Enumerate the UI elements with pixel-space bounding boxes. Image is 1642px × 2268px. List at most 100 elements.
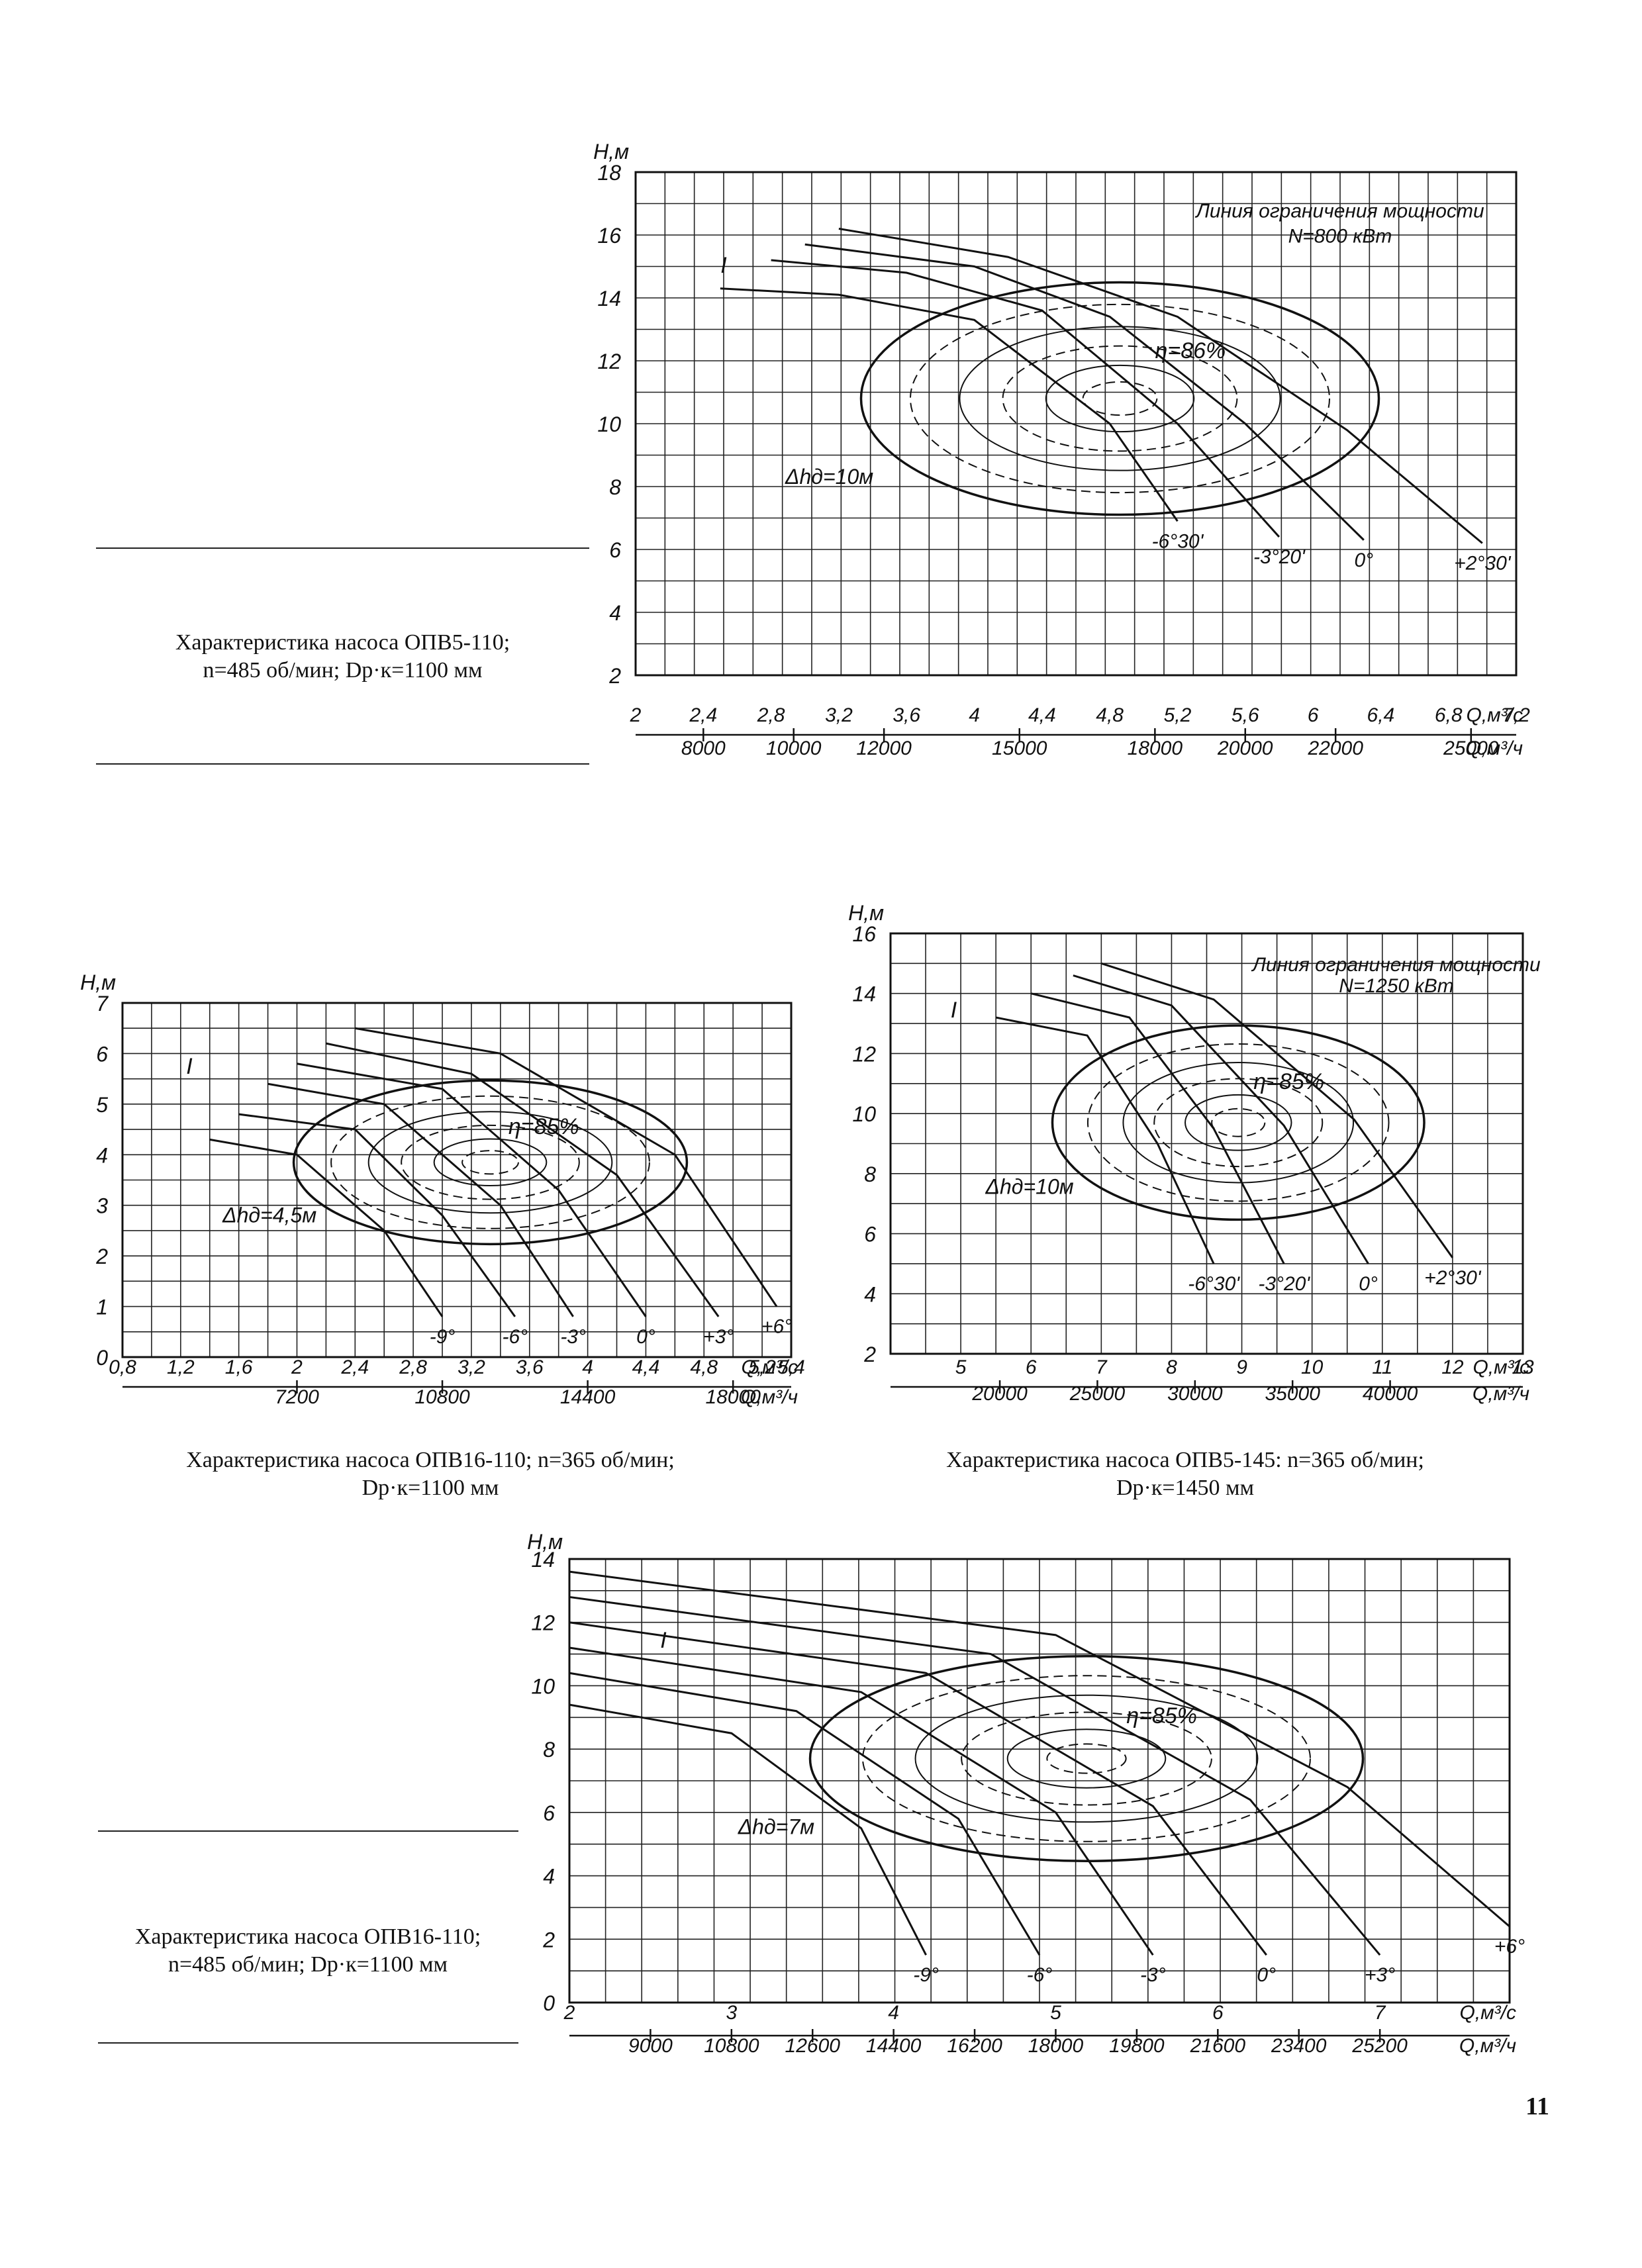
x-tick-label: 11 [1372, 1356, 1392, 1378]
x-tick-label: 7 [1375, 2002, 1386, 2024]
x-tick-label: 1,6 [225, 1356, 253, 1378]
blade-angle-label: -3° [560, 1326, 586, 1348]
x2-tick-label: 30000 [1167, 1383, 1223, 1405]
plot-frame [121, 1002, 793, 1358]
curve-tag-label: I [720, 253, 727, 278]
blade-angle-curve [209, 1138, 444, 1317]
x2-tick-label: 35000 [1265, 1383, 1320, 1405]
efficiency-contour [808, 1654, 1365, 1863]
blade-angle-label: +6° [1494, 1936, 1525, 1958]
npsh-label: Δhд=10м [985, 1175, 1074, 1199]
y-tick-label: 3 [96, 1194, 108, 1218]
blade-angle-label: 0° [1257, 1964, 1276, 1986]
x-tick-label: 1,2 [167, 1356, 195, 1378]
efficiency-contour [461, 1150, 519, 1175]
efficiency-contour [1082, 381, 1158, 416]
blade-angle-curve [804, 243, 1365, 541]
y-tick-label: 14 [597, 287, 621, 310]
power-limit-label: Линия ограничения мощности [1251, 954, 1541, 976]
x-tick-label: 5,6 [1232, 704, 1259, 726]
efficiency-contour [367, 1111, 613, 1214]
blade-angle-label: -9° [913, 1964, 939, 1986]
x2-tick-label: 23400 [1271, 2035, 1327, 2057]
x-tick-label: 7,2 [1502, 704, 1530, 726]
blade-angle-curve [838, 228, 1483, 544]
y-axis-label: Н,м [848, 901, 884, 925]
x-tick-label: 6,8 [1435, 704, 1463, 726]
x2-tick-label: 19800 [1109, 2035, 1165, 2057]
blade-angle-label: 0° [1354, 549, 1373, 571]
efficiency-contour [959, 326, 1281, 471]
x-axis-label: Q,м³/с [1459, 2002, 1516, 2024]
blade-angle-curve [569, 1621, 1267, 1956]
x-tick-label: 9 [1236, 1356, 1247, 1378]
npsh-label: Δhд=4,5м [222, 1204, 316, 1227]
y-tick-label: 4 [96, 1143, 108, 1167]
x-tick-label: 8 [1166, 1356, 1177, 1378]
chart-1: 0 1 2 3 4 5 6 7Н,м 0,8 1,2 1,6 2 2,4 2,8 3,2 3,6 4 4,4 4,8… [80, 970, 805, 1408]
caption-opv16-110-365: Характеристика насоса ОПВ16-110; n=365 о… [99, 1446, 761, 1502]
x-tick-label: 10 [1301, 1356, 1324, 1378]
x2-tick-label: 9000 [628, 2035, 673, 2057]
caption-rule-bottom-4 [98, 2042, 518, 2044]
y-tick-label: 7 [96, 992, 109, 1016]
x-tick-label: 6 [1308, 704, 1319, 726]
efficiency-contour [1046, 1743, 1127, 1774]
blade-angle-curve [569, 1703, 927, 1956]
x-axis-label: Q,м³/с [1473, 1356, 1529, 1378]
caption-line: Характеристика насоса ОПВ5-110; [175, 630, 510, 655]
efficiency-contour [1153, 1078, 1324, 1168]
x2-axis-label: Q,м³/ч [741, 1386, 798, 1408]
blade-angle-curve [569, 1595, 1381, 1956]
x-tick-label: 3 [726, 2002, 737, 2024]
npsh-label: Δhд=7м [738, 1815, 814, 1838]
power-limit-label: Линия ограничения мощности [1194, 200, 1484, 222]
blade-angle-label: 0° [636, 1326, 655, 1348]
x2-tick-label: 18000 [705, 1386, 761, 1408]
blade-angle-curve [297, 1063, 647, 1317]
x-tick-label: 6 [1212, 2002, 1224, 2024]
curve-tag-label: I [660, 1628, 667, 1653]
y-tick-label: 8 [609, 475, 621, 499]
y-tick-label: 10 [597, 412, 621, 436]
y-tick-label: 6 [609, 538, 621, 562]
x-tick-label: 4,8 [690, 1356, 718, 1378]
y-tick-label: 0 [543, 1991, 555, 2015]
blade-angle-curve [569, 1672, 1041, 1956]
y-tick-label: 10 [852, 1102, 876, 1126]
plot-frame [634, 171, 1518, 677]
caption-line: n=485 об/мин; Dр·к=1100 мм [203, 658, 483, 683]
x-tick-label: 3,6 [893, 704, 920, 726]
efficiency-label: η=85% [508, 1114, 579, 1139]
y-tick-label: 8 [543, 1738, 555, 1762]
y-tick-label: 2 [95, 1245, 108, 1268]
x2-tick-label: 14400 [866, 2035, 922, 2057]
x-tick-label: 12 [1441, 1356, 1464, 1378]
caption-line: Dр·к=1100 мм [362, 1476, 499, 1500]
y-tick-label: 6 [543, 1801, 555, 1825]
y-tick-label: 14 [852, 982, 876, 1006]
caption-opv5-110: Характеристика насоса ОПВ5-110; n=485 об… [96, 629, 589, 685]
x-tick-label: 2 [563, 2002, 575, 2024]
x-tick-label: 3,2 [458, 1356, 485, 1378]
caption-opv5-145: Характеристика насоса ОПВ5-145: n=365 об… [854, 1446, 1516, 1502]
y-tick-label: 6 [96, 1042, 108, 1066]
x-tick-label: 5,2 [748, 1356, 776, 1378]
caption-line: Характеристика насоса ОПВ5-145: n=365 об… [946, 1448, 1424, 1472]
x-tick-label: 2 [291, 1356, 303, 1378]
blade-angle-curve [569, 1646, 1154, 1956]
x2-tick-label: 16200 [947, 2035, 1002, 2057]
x2-tick-label: 21600 [1190, 2035, 1246, 2057]
x2-tick-label: 15000 [992, 737, 1047, 759]
blade-angle-curve [267, 1082, 574, 1317]
efficiency-contour [859, 281, 1380, 516]
x-tick-label: 4 [888, 2002, 899, 2024]
caption-rule-top-4 [98, 1830, 518, 1832]
x2-tick-label: 25000 [1443, 737, 1499, 759]
x2-tick-label: 12000 [856, 737, 912, 759]
y-tick-label: 10 [531, 1674, 555, 1698]
chart-0: 2 4 6 8 10 12 14 16 18Н,м 2 2,4 2,8 3,2 3,6 4 4,4 4,8 5,2… [593, 140, 1530, 759]
y-tick-label: 14 [531, 1548, 555, 1572]
blade-angle-curve [355, 1027, 778, 1307]
